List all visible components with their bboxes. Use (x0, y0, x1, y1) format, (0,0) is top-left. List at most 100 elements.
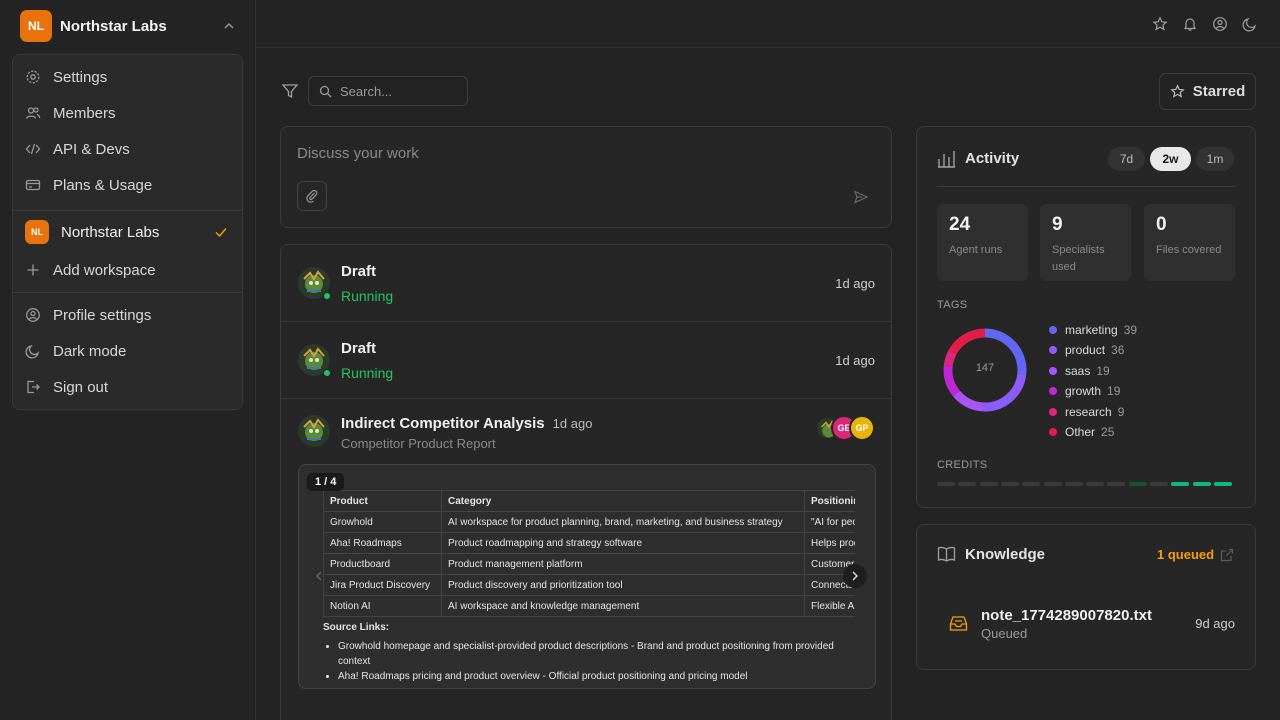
stat-value: 24 (949, 214, 971, 235)
menu-item-label: Dark mode (53, 342, 127, 360)
tag-count: 9 (1117, 405, 1125, 419)
table-header: Category (441, 490, 805, 512)
tag-dot (1049, 346, 1057, 354)
credit-segment (937, 482, 955, 486)
knowledge-file-item[interactable]: note_1774289007820.txt Queued 9d ago (937, 592, 1235, 654)
queued-badge[interactable]: 1 queued (1157, 547, 1215, 562)
plus-icon (25, 262, 41, 278)
source-list: Growhold homepage and specialist-provide… (338, 639, 855, 684)
feed-item[interactable]: Draft Running 1d ago (281, 245, 891, 322)
online-indicator (323, 369, 331, 377)
table-row: Notion AI AI workspace and knowledge man… (323, 595, 855, 617)
feed-item-time: 1d ago (835, 353, 875, 368)
tag-name: research (1065, 405, 1112, 419)
table-cell: AI workspace for product planning, brand… (441, 511, 805, 533)
user-circle-icon (25, 307, 41, 323)
feed-item-time: 1d ago (835, 276, 875, 291)
stat-agent-runs: 24 Agent runs (937, 204, 1028, 281)
sign-out-icon (25, 379, 41, 395)
knowledge-card (916, 524, 1256, 670)
table-cell: Growhold (323, 511, 443, 533)
table-cell: Notion AI (323, 595, 443, 617)
credit-segment (1107, 482, 1126, 486)
donut-segment-growth (943, 365, 961, 397)
table-cell: Flexible AI-po (803, 595, 855, 617)
tag-count: 25 (1101, 425, 1115, 439)
starred-label: Starred (1192, 83, 1246, 100)
workspace-name: Northstar Labs (60, 17, 167, 35)
attach-button[interactable] (297, 181, 327, 211)
add-workspace-button[interactable]: Add workspace (13, 254, 242, 286)
tag-name: marketing (1065, 323, 1118, 337)
workspace-option-northstar[interactable]: NL Northstar Labs (13, 216, 242, 248)
menu-item-plans[interactable]: Plans & Usage (13, 169, 242, 201)
menu-item-profile[interactable]: Profile settings (13, 299, 242, 331)
tag-dot (1049, 428, 1057, 436)
workspace-logo: NL (20, 10, 52, 42)
table-row: Growhold AI workspace for product planni… (323, 511, 855, 533)
range-1m[interactable]: 1m (1196, 147, 1234, 171)
tag-legend-item: product 36 (1049, 343, 1124, 357)
paperclip-icon (305, 189, 319, 203)
table-row: Productboard Product management platform… (323, 553, 855, 575)
menu-item-label: Profile settings (53, 306, 152, 324)
card-divider (937, 186, 1235, 187)
moon-icon[interactable] (1242, 16, 1258, 32)
report-item[interactable]: Indirect Competitor Analysis 1d ago Comp… (281, 399, 891, 705)
feed-item[interactable]: Draft Running 1d ago (281, 322, 891, 399)
tags-total: 147 (975, 362, 995, 374)
file-name: note_1774289007820.txt (981, 607, 1152, 624)
range-2w[interactable]: 2w (1150, 147, 1191, 171)
top-bar (256, 0, 1280, 48)
source-item: Growhold homepage and specialist-provide… (338, 639, 855, 669)
menu-item-members[interactable]: Members (13, 97, 242, 129)
bell-icon[interactable] (1182, 16, 1198, 32)
menu-item-dark-mode[interactable]: Dark mode (13, 335, 242, 367)
menu-item-settings[interactable]: Settings (13, 61, 242, 93)
next-page-button[interactable] (843, 564, 867, 588)
feed-item-status: Running (341, 365, 394, 381)
report-preview[interactable]: Product Category Positioning Growhold AI… (298, 464, 876, 689)
check-icon (214, 225, 228, 239)
table-cell: Jira Product Discovery (323, 574, 443, 596)
search-placeholder: Search... (340, 83, 393, 99)
tag-legend-item: Other 25 (1049, 425, 1114, 439)
moon-icon (25, 343, 41, 359)
menu-item-label: Settings (53, 68, 108, 86)
feed-item-title: Draft (341, 340, 377, 357)
credits-heading: CREDITS (937, 459, 988, 471)
tag-count: 39 (1123, 323, 1138, 337)
card-icon (25, 177, 41, 193)
starred-button[interactable]: Starred (1159, 73, 1256, 110)
composer[interactable]: Discuss your work (280, 126, 892, 228)
tag-count: 19 (1107, 384, 1121, 398)
table-cell: Productboard (323, 553, 443, 575)
source-links-heading: Source Links: (323, 622, 390, 633)
activity-title: Activity (965, 150, 1020, 167)
filter-icon[interactable] (281, 82, 299, 100)
tag-name: product (1065, 343, 1106, 357)
menu-item-api[interactable]: API & Devs (13, 133, 242, 165)
workspace-switcher[interactable]: NL Northstar Labs (12, 6, 243, 46)
table-cell: Product management platform (441, 553, 805, 575)
external-link-icon[interactable] (1220, 548, 1234, 562)
bar-chart-icon (937, 150, 956, 168)
range-7d[interactable]: 7d (1108, 147, 1145, 171)
credit-segment (1213, 482, 1232, 486)
table-cell: "AI for people (803, 511, 855, 533)
tag-dot (1049, 367, 1057, 375)
tag-name: growth (1065, 384, 1102, 398)
tags-donut-chart (943, 328, 1027, 412)
credit-segment (979, 482, 998, 486)
prev-page-button[interactable] (307, 564, 331, 588)
credit-segment (1192, 482, 1211, 486)
menu-item-sign-out[interactable]: Sign out (13, 371, 242, 403)
star-icon (1169, 84, 1185, 99)
search-input[interactable]: Search... (308, 76, 468, 106)
user-circle-icon[interactable] (1212, 16, 1228, 32)
donut-segment-marketing (984, 328, 1027, 374)
tag-name: saas (1065, 364, 1091, 378)
send-icon[interactable] (853, 189, 869, 205)
tag-legend-item: saas 19 (1049, 364, 1110, 378)
star-icon[interactable] (1152, 16, 1168, 32)
